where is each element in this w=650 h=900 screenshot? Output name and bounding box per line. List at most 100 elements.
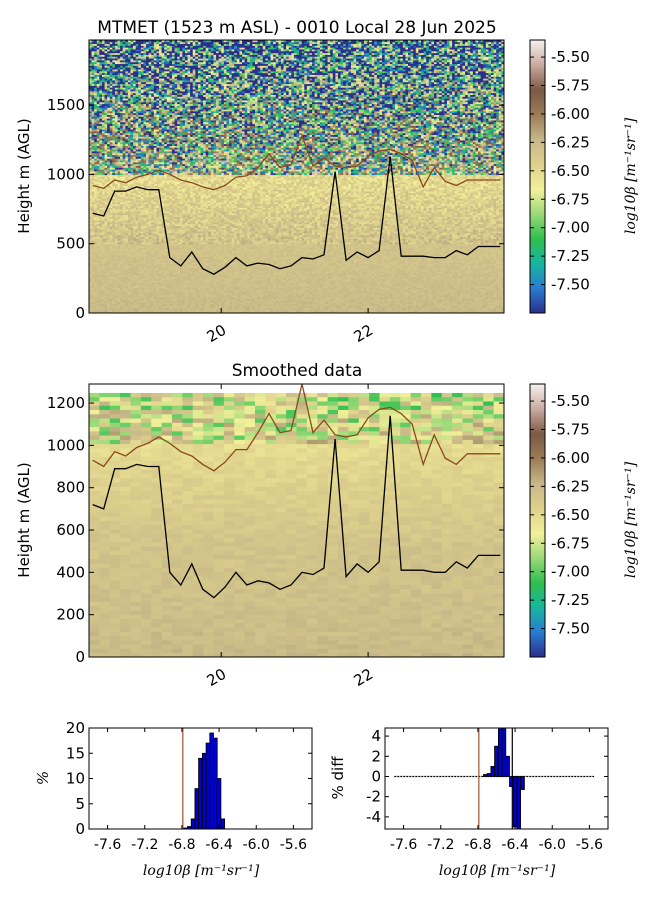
heat-cell <box>133 152 137 156</box>
heat-cell <box>127 49 131 52</box>
heat-cell <box>96 96 100 99</box>
heat-cell <box>120 247 124 250</box>
heat-cell <box>122 109 126 112</box>
heat-cell <box>127 231 131 234</box>
heat-cell <box>99 138 103 141</box>
heat-cell <box>91 185 95 188</box>
heat-cell <box>133 251 137 254</box>
heat-cell <box>99 234 103 237</box>
heat-cell <box>109 172 113 176</box>
heat-cell <box>122 167 126 170</box>
heat-cell <box>89 214 92 217</box>
heat-cell <box>107 196 111 199</box>
heat-cell <box>101 141 105 145</box>
heat-cell <box>114 172 118 176</box>
heat-cell <box>125 67 129 70</box>
heat-cell <box>101 180 105 183</box>
heat-cell <box>114 98 118 101</box>
heat-cell <box>109 63 113 66</box>
heat-cell <box>138 74 142 77</box>
heat-cell <box>127 140 131 143</box>
heat-cell <box>104 110 108 114</box>
heat-cell <box>127 278 131 281</box>
heat-cell <box>114 180 118 183</box>
heat-cell <box>120 103 124 106</box>
heat-cell <box>112 278 116 281</box>
heat-cell <box>114 160 118 163</box>
heat-cell <box>127 85 131 88</box>
heat-cell <box>114 183 118 186</box>
heat-cell <box>133 96 137 99</box>
heat-cell <box>117 131 121 134</box>
heat-cell <box>114 303 118 307</box>
heat-cell <box>104 300 108 303</box>
heat-cell <box>101 74 105 77</box>
heat-cell <box>109 76 113 79</box>
heat-cell <box>99 198 103 201</box>
heat-cell <box>122 149 126 152</box>
heat-cell <box>91 171 95 174</box>
heat-cell <box>130 292 134 296</box>
heat-cell <box>91 274 95 277</box>
heat-cell <box>130 89 134 92</box>
heat-cell <box>89 249 92 252</box>
heat-cell <box>96 203 100 207</box>
heat-cell <box>89 211 92 214</box>
heat-cell <box>109 265 113 268</box>
heat-cell <box>127 92 131 95</box>
heat-cell <box>112 63 116 66</box>
heat-cell <box>133 109 137 112</box>
heat-cell <box>107 191 111 194</box>
heat-cell <box>94 232 98 236</box>
heat-cell <box>133 271 137 274</box>
heat-cell <box>101 83 105 86</box>
heat-cell <box>135 160 139 163</box>
heat-cell <box>138 152 142 156</box>
heat-cell <box>107 200 111 203</box>
heat-cell <box>112 212 116 216</box>
heat-cell <box>107 100 111 103</box>
heat-cell <box>120 240 124 243</box>
heat-cell <box>112 303 116 307</box>
heat-cell <box>96 231 100 234</box>
heat-cell <box>122 70 126 74</box>
heat-cell <box>96 141 100 145</box>
heat-cell <box>127 216 131 219</box>
heat-cell <box>99 238 103 241</box>
heat-cell <box>135 269 139 272</box>
heat-cell <box>112 151 116 154</box>
heat-cell <box>112 61 116 65</box>
heat-cell <box>117 243 121 247</box>
heat-cell <box>122 169 126 172</box>
heat-cell <box>101 174 105 177</box>
heat-cell <box>140 231 144 234</box>
heat-cell <box>135 305 139 308</box>
heat-cell <box>127 262 131 265</box>
heat-cell <box>122 101 126 105</box>
heat-cell <box>120 96 124 99</box>
heat-cell <box>99 61 103 65</box>
heat-cell <box>117 272 121 276</box>
heat-cell <box>130 234 134 237</box>
heat-cell <box>89 282 92 285</box>
heat-cell <box>112 43 116 46</box>
heat-cell <box>101 160 105 163</box>
heat-cell <box>109 298 113 301</box>
heat-cell <box>89 223 92 227</box>
heat-cell <box>107 265 111 268</box>
heat-cell <box>130 296 134 299</box>
heat-cell <box>125 112 129 116</box>
heat-cell <box>127 40 131 43</box>
heat-cell <box>94 231 98 234</box>
heat-cell <box>127 201 131 205</box>
heat-cell <box>130 212 134 216</box>
heat-cell <box>130 203 134 207</box>
heat-cell <box>104 136 108 139</box>
heat-cell <box>138 160 142 163</box>
heat-cell <box>127 302 131 305</box>
heat-cell <box>130 158 134 161</box>
heat-cell <box>101 80 105 83</box>
heat-cell <box>112 189 116 192</box>
heat-cell <box>114 87 118 90</box>
heat-cell <box>104 138 108 141</box>
